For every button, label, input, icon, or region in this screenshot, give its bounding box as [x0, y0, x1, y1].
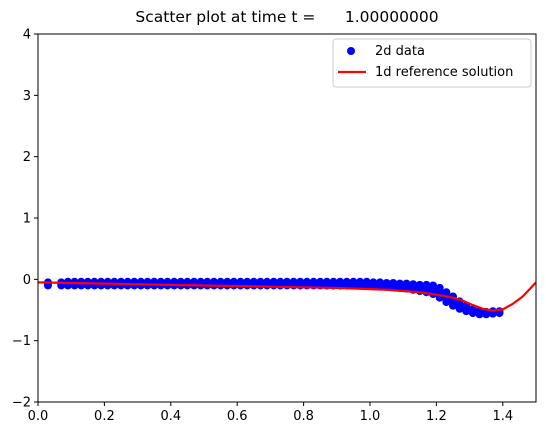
reference-solution-line	[38, 281, 536, 312]
ticks-layer: 0.0 0.2 0.4 0.6 0.8 1.0 1.2 1.4 −2 −1 0 1 2 3 4	[12, 28, 513, 425]
data-point	[442, 288, 451, 297]
data-point	[236, 277, 245, 286]
data-point	[256, 277, 265, 286]
legend-label-2d-data: 2d data	[375, 44, 425, 59]
data-point	[302, 277, 311, 286]
data-point	[336, 277, 345, 286]
x-tick-label: 0.6	[227, 409, 248, 424]
data-point	[309, 277, 318, 286]
data-point	[409, 280, 418, 289]
data-point	[316, 277, 325, 286]
y-tick-label: −2	[12, 396, 31, 411]
data-point	[329, 277, 338, 286]
data-point	[229, 277, 238, 286]
data-point	[249, 277, 258, 286]
data-point	[362, 277, 371, 286]
data-point	[322, 277, 331, 286]
data-point	[196, 277, 205, 286]
data-point	[435, 283, 444, 292]
data-point	[176, 277, 185, 286]
y-tick-label: 4	[23, 28, 31, 43]
legend: 2d data 1d reference solution	[332, 38, 532, 88]
legend-marker-2d-data	[347, 47, 355, 55]
data-point	[422, 280, 431, 289]
legend-box	[332, 38, 532, 88]
x-tick-label: 1.0	[360, 409, 381, 424]
data-point	[289, 277, 298, 286]
plot-frame	[37, 33, 537, 403]
x-tick-label: 0.4	[160, 409, 181, 424]
data-point	[342, 277, 351, 286]
data-point	[415, 280, 424, 289]
data-point	[375, 278, 384, 287]
data-point	[203, 277, 212, 286]
x-tick-label: 0.8	[293, 409, 314, 424]
data-point	[429, 281, 438, 290]
data-point	[389, 279, 398, 288]
data-point	[395, 279, 404, 288]
data-point	[356, 277, 365, 286]
x-tick-label: 0.2	[94, 409, 115, 424]
data-point	[243, 277, 252, 286]
x-tick-label: 1.4	[492, 409, 513, 424]
legend-label-1d-reference: 1d reference solution	[375, 65, 513, 80]
data-point	[468, 305, 477, 314]
y-tick-label: 1	[23, 212, 31, 227]
x-tick-label: 0.0	[28, 409, 49, 424]
data-point	[276, 277, 285, 286]
y-tick-label: −1	[12, 334, 31, 349]
data-point	[283, 277, 291, 286]
chart-title: Scatter plot at time t = 1.00000000	[135, 8, 438, 26]
data-point	[296, 277, 305, 286]
data-point	[269, 277, 278, 286]
x-tick-label: 1.2	[426, 409, 447, 424]
data-point	[382, 279, 391, 288]
data-point	[216, 277, 225, 286]
data-point	[183, 277, 192, 286]
y-tick-label: 0	[23, 273, 31, 288]
data-point	[223, 277, 232, 286]
data-point	[190, 277, 199, 286]
data-point	[349, 277, 358, 286]
data-point	[369, 278, 378, 287]
y-tick-label: 3	[23, 89, 31, 104]
data-point	[209, 277, 218, 286]
y-tick-label: 2	[23, 150, 31, 165]
data-layer	[38, 277, 536, 319]
data-point	[263, 277, 272, 286]
data-point	[402, 279, 411, 288]
